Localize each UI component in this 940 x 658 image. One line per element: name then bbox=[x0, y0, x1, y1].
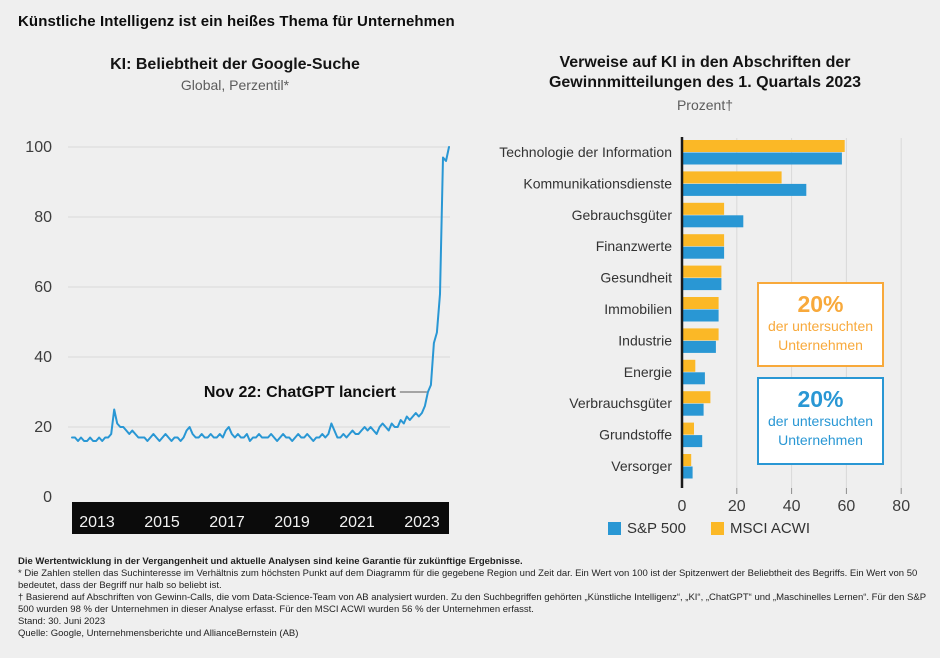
line-chart: 0 20 40 60 80 100 2013 2015 2017 2019 2021 2023 Nov … bbox=[25, 139, 450, 534]
page-title: Künstliche Intelligenz ist ein heißes Th… bbox=[18, 13, 455, 30]
legend-swatch bbox=[711, 522, 724, 535]
footnote-search-interest: * Die Zahlen stellen das Suchinteresse i… bbox=[18, 568, 918, 591]
bar-sp500 bbox=[683, 309, 719, 322]
bar-sp500 bbox=[683, 183, 807, 196]
bar-msci-acwi bbox=[683, 328, 719, 341]
bar-sp500 bbox=[683, 246, 725, 259]
legend-swatch bbox=[608, 522, 621, 535]
bar-sp500 bbox=[683, 372, 705, 385]
bar-chart-title: Verweise auf KI in den Abschriften der G… bbox=[470, 53, 940, 93]
bar-chart: Technologie der Information Kommunikation… bbox=[499, 137, 910, 537]
category-label: Verbrauchsgüter bbox=[569, 395, 672, 411]
y-tick-label: 40 bbox=[34, 349, 52, 366]
bar-msci-acwi bbox=[683, 391, 711, 404]
x-tick-label: 2019 bbox=[274, 514, 310, 531]
callout-text-line: der untersuchten bbox=[767, 413, 874, 429]
search-interest-line bbox=[71, 146, 450, 442]
footer-source: Quelle: Google, Unternehmensberichte und… bbox=[18, 628, 299, 639]
x-tick-label: 80 bbox=[892, 498, 910, 515]
y-tick-label: 20 bbox=[34, 419, 52, 436]
line-chart-subtitle: Global, Perzentil* bbox=[180, 77, 290, 93]
callout-text-line: der untersuchten bbox=[767, 318, 874, 334]
x-tick-label: 40 bbox=[783, 498, 801, 515]
legend-label: MSCI ACWI bbox=[730, 520, 810, 537]
bar-sp500 bbox=[683, 152, 842, 165]
bar-msci-acwi bbox=[683, 422, 694, 435]
x-tick-label: 60 bbox=[838, 498, 856, 515]
line-chart-title: KI: Beliebtheit der Google-Suche bbox=[110, 56, 360, 73]
bar-msci-acwi bbox=[683, 140, 845, 152]
y-tick-label: 60 bbox=[34, 279, 52, 296]
bar-msci-acwi bbox=[683, 454, 692, 466]
annotation-label: Nov 22: ChatGPT lanciert bbox=[204, 384, 397, 401]
callout-value: 20% bbox=[797, 291, 844, 317]
category-label: Energie bbox=[624, 364, 672, 380]
legend-label: S&P 500 bbox=[627, 520, 686, 537]
category-label: Immobilien bbox=[604, 301, 672, 317]
x-tick-label: 20 bbox=[728, 498, 746, 515]
bar-chart-subtitle: Prozent† bbox=[676, 97, 734, 113]
x-tick-label: 2023 bbox=[404, 514, 440, 531]
bar-sp500 bbox=[683, 215, 744, 228]
bar-msci-acwi bbox=[683, 202, 725, 215]
x-tick-label: 2015 bbox=[144, 514, 180, 531]
footer: Die Wertentwicklung in der Vergangenheit… bbox=[18, 556, 926, 640]
callout-value: 20% bbox=[797, 386, 844, 412]
bar-sp500 bbox=[683, 403, 704, 416]
category-label: Technologie der Information bbox=[499, 144, 672, 160]
bar-chart-title-line-1: Verweise auf KI in den Abschriften der bbox=[559, 54, 851, 71]
category-label: Versorger bbox=[611, 458, 672, 474]
bar-msci-acwi bbox=[683, 265, 722, 278]
footer-disclaimer: Die Wertentwicklung in der Vergangenheit… bbox=[18, 556, 523, 567]
category-label: Grundstoffe bbox=[599, 427, 672, 443]
category-label: Industrie bbox=[618, 332, 672, 348]
bar-sp500 bbox=[683, 435, 703, 448]
bar-sp500 bbox=[683, 340, 716, 353]
callout-text-line: Unternehmen bbox=[778, 337, 863, 353]
footnote-transcripts: † Basierend auf Abschriften von Gewinn-C… bbox=[18, 592, 926, 615]
callout-text-line: Unternehmen bbox=[778, 432, 863, 448]
bar-chart-title-line-2: Gewinnmitteilungen des 1. Quartals 2023 bbox=[548, 74, 862, 91]
x-tick-label: 2021 bbox=[339, 514, 375, 531]
category-label: Finanzwerte bbox=[596, 238, 672, 254]
category-label: Gesundheit bbox=[600, 270, 672, 286]
bar-sp500 bbox=[683, 466, 693, 479]
y-tick-label: 80 bbox=[34, 209, 52, 226]
category-label: Gebrauchsgüter bbox=[572, 207, 673, 223]
bar-msci-acwi bbox=[683, 234, 725, 247]
x-tick-label: 2017 bbox=[209, 514, 245, 531]
bar-sp500 bbox=[683, 278, 722, 291]
callout-sp500: 20% der untersuchten Unternehmen bbox=[757, 377, 884, 465]
bar-msci-acwi bbox=[683, 359, 696, 372]
y-tick-label: 0 bbox=[43, 489, 52, 506]
y-tick-label: 100 bbox=[25, 139, 52, 156]
bar-msci-acwi bbox=[683, 297, 719, 309]
x-tick-label: 2013 bbox=[79, 514, 115, 531]
callout-msci-acwi: 20% der untersuchten Unternehmen bbox=[757, 282, 884, 367]
category-label: Kommunikationsdienste bbox=[523, 175, 672, 191]
x-tick-label: 0 bbox=[678, 498, 687, 515]
footer-as-of-date: Stand: 30. Juni 2023 bbox=[18, 616, 106, 627]
bar-msci-acwi bbox=[683, 171, 782, 184]
x-axis-band bbox=[72, 502, 449, 534]
